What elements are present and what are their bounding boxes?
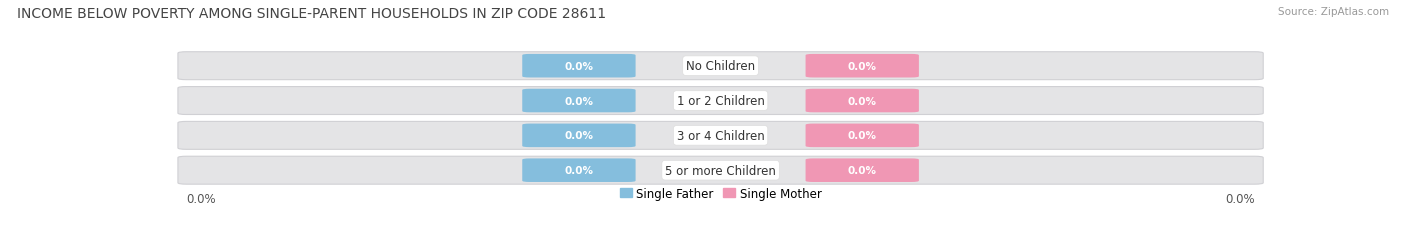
- Text: No Children: No Children: [686, 60, 755, 73]
- FancyBboxPatch shape: [179, 157, 1263, 184]
- FancyBboxPatch shape: [179, 52, 1263, 80]
- Text: 0.0%: 0.0%: [564, 165, 593, 175]
- Text: 0.0%: 0.0%: [564, 61, 593, 71]
- Text: 0.0%: 0.0%: [564, 131, 593, 141]
- Text: Source: ZipAtlas.com: Source: ZipAtlas.com: [1278, 7, 1389, 17]
- Legend: Single Father, Single Mother: Single Father, Single Mother: [620, 187, 821, 200]
- Text: 1 or 2 Children: 1 or 2 Children: [676, 95, 765, 108]
- FancyBboxPatch shape: [806, 159, 920, 182]
- Text: 3 or 4 Children: 3 or 4 Children: [676, 129, 765, 142]
- Text: 0.0%: 0.0%: [848, 131, 877, 141]
- Text: 0.0%: 0.0%: [564, 96, 593, 106]
- FancyBboxPatch shape: [806, 89, 920, 113]
- FancyBboxPatch shape: [179, 87, 1263, 115]
- Text: 0.0%: 0.0%: [848, 96, 877, 106]
- Text: 5 or more Children: 5 or more Children: [665, 164, 776, 177]
- FancyBboxPatch shape: [806, 124, 920, 148]
- FancyBboxPatch shape: [522, 124, 636, 148]
- FancyBboxPatch shape: [806, 55, 920, 78]
- Text: 0.0%: 0.0%: [187, 192, 217, 205]
- Text: 0.0%: 0.0%: [848, 165, 877, 175]
- Text: 0.0%: 0.0%: [1225, 192, 1254, 205]
- Text: 0.0%: 0.0%: [848, 61, 877, 71]
- Text: INCOME BELOW POVERTY AMONG SINGLE-PARENT HOUSEHOLDS IN ZIP CODE 28611: INCOME BELOW POVERTY AMONG SINGLE-PARENT…: [17, 7, 606, 21]
- FancyBboxPatch shape: [522, 159, 636, 182]
- FancyBboxPatch shape: [179, 122, 1263, 150]
- FancyBboxPatch shape: [522, 89, 636, 113]
- FancyBboxPatch shape: [522, 55, 636, 78]
